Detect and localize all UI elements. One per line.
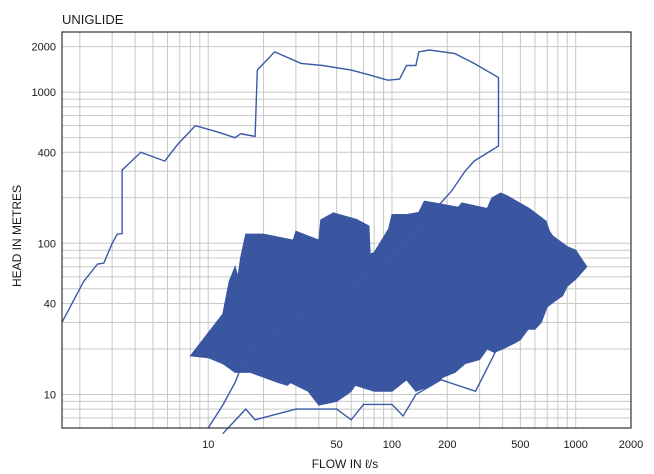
x-tick-label: 2000: [619, 439, 643, 451]
operating-area: [189, 192, 588, 406]
y-axis-label: HEAD IN METRES: [10, 185, 24, 287]
x-tick-label: 100: [383, 439, 401, 451]
envelope-curve: [61, 49, 500, 429]
y-tick-label: 100: [38, 238, 56, 250]
y-tick-label: 1000: [32, 87, 56, 99]
tick-labels: 10 50 100 200 500 1000 2000 10 40 100 400 1000 2000: [32, 42, 644, 451]
lower-limit-curve: [222, 345, 500, 435]
x-tick-label: 1000: [563, 439, 587, 451]
x-axis-label: FLOW IN ℓ/s: [312, 457, 379, 471]
y-tick-label: 2000: [32, 42, 56, 54]
plot-frame: [61, 31, 632, 429]
x-tick-label: 200: [438, 439, 456, 451]
operating-area-layer: [189, 192, 588, 406]
x-tick-label: 10: [202, 439, 214, 451]
x-tick-label: 50: [331, 439, 343, 451]
curve-layer: [61, 49, 500, 435]
y-tick-label: 400: [38, 147, 56, 159]
chart-title: UNIGLIDE: [62, 12, 124, 27]
x-tick-label: 500: [511, 439, 529, 451]
y-tick-label: 40: [44, 298, 56, 310]
y-tick-label: 10: [44, 389, 56, 401]
